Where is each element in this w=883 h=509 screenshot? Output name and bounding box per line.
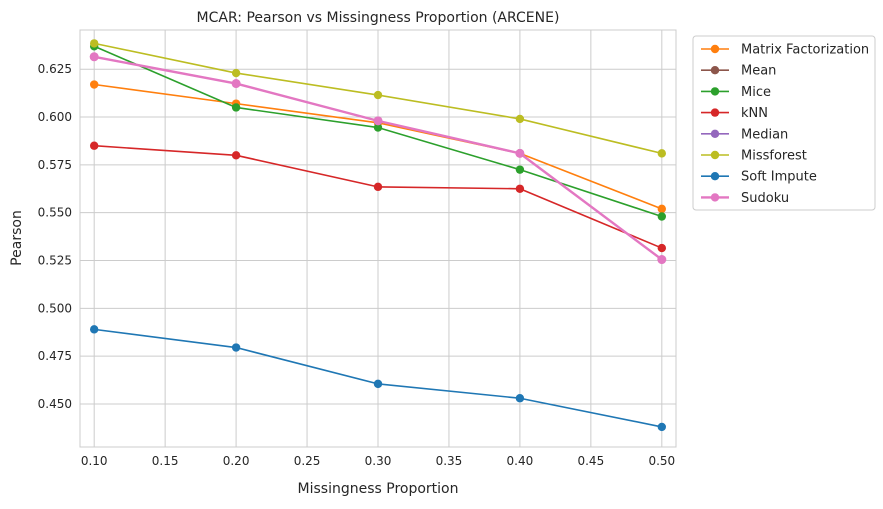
data-point-missforest [515,114,525,124]
legend-label: Mean [741,64,776,79]
x-tick-label: 0.45 [577,454,604,468]
legend: Matrix Factorization Mean Mice kNN Median Mis… [692,35,876,211]
data-point-matrix-factorization [89,80,99,89]
legend-marker [710,129,720,138]
data-point-matrix-factorization [657,204,667,214]
legend-frame [692,35,876,211]
y-tick-label: 0.550 [38,206,72,220]
legend-item-knn: kNN [701,106,768,121]
x-tick-label: 0.30 [365,454,392,468]
y-tick-label: 0.525 [38,253,72,267]
data-point-sudoku [373,116,383,126]
y-tick-label: 0.575 [38,158,72,172]
data-point-knn [515,184,525,193]
y-tick-label: 0.500 [38,301,72,315]
legend-item-missforest: Missforest [701,149,807,164]
data-point-mice [231,103,241,112]
x-tick-label: 0.15 [152,454,179,468]
legend-item-mean: Mean [701,64,776,79]
data-point-mice [657,212,667,221]
legend-label: Missforest [741,149,807,164]
data-point-soft-impute [89,325,99,334]
data-point-knn [89,141,99,150]
tick-labels: 0.10 0.15 0.20 0.25 0.30 0.35 0.40 0.45 0.50 0.45… [38,62,676,468]
legend-marker [710,87,720,96]
legend-label: Soft Impute [741,170,817,185]
data-point-missforest [657,149,667,158]
data-point-missforest [231,68,241,78]
legend-label: kNN [741,106,768,121]
legend-label: Mice [741,85,771,100]
y-tick-label: 0.600 [38,110,72,124]
legend-marker [710,44,720,54]
legend-label: Matrix Factorization [741,43,869,58]
legend-marker [710,66,720,75]
y-tick-label: 0.625 [38,62,72,76]
data-point-sudoku [657,255,667,265]
legend-item-matrix-factorization: Matrix Factorization [701,43,869,58]
legend-label: Sudoku [741,191,789,206]
y-axis-label: Pearson [9,210,25,266]
data-point-soft-impute [657,422,667,432]
plot-frame [79,29,677,448]
data-point-mice [515,165,525,174]
legend-item-mice: Mice [701,85,771,100]
y-tick-label: 0.475 [38,349,72,363]
chart-title: MCAR: Pearson vs Missingness Proportion … [197,10,560,26]
data-point-soft-impute [373,379,383,389]
data-point-soft-impute [231,343,241,352]
y-tick-label: 0.450 [38,397,72,411]
x-tick-label: 0.50 [648,454,675,468]
legend-marker [710,193,720,202]
series [89,39,667,432]
data-point-mice [373,123,383,132]
legend-marker [710,108,720,117]
data-point-missforest [89,39,99,48]
legend-item-sudoku: Sudoku [701,191,789,206]
data-point-soft-impute [515,394,525,403]
data-point-knn [231,151,241,160]
legend-item-soft-impute: Soft Impute [701,170,817,185]
data-point-sudoku [231,79,241,89]
data-point-knn [657,243,667,253]
data-point-sudoku [515,148,525,158]
legend-label: Median [741,127,788,142]
x-tick-label: 0.20 [223,454,250,468]
legend-marker [710,172,720,181]
x-tick-label: 0.40 [507,454,534,468]
x-tick-label: 0.25 [294,454,321,468]
grid [80,30,676,447]
series-missforest [89,39,667,158]
x-tick-label: 0.10 [81,454,108,468]
x-tick-label: 0.35 [436,454,463,468]
series-knn [89,141,667,253]
x-axis-label: Missingness Proportion [298,481,459,497]
series-sudoku [89,52,667,265]
data-point-sudoku [89,52,99,62]
legend-item-median: Median [701,127,788,142]
series-soft-impute [89,325,667,432]
legend-marker [710,150,720,160]
data-point-knn [373,182,383,192]
data-point-missforest [373,90,383,100]
